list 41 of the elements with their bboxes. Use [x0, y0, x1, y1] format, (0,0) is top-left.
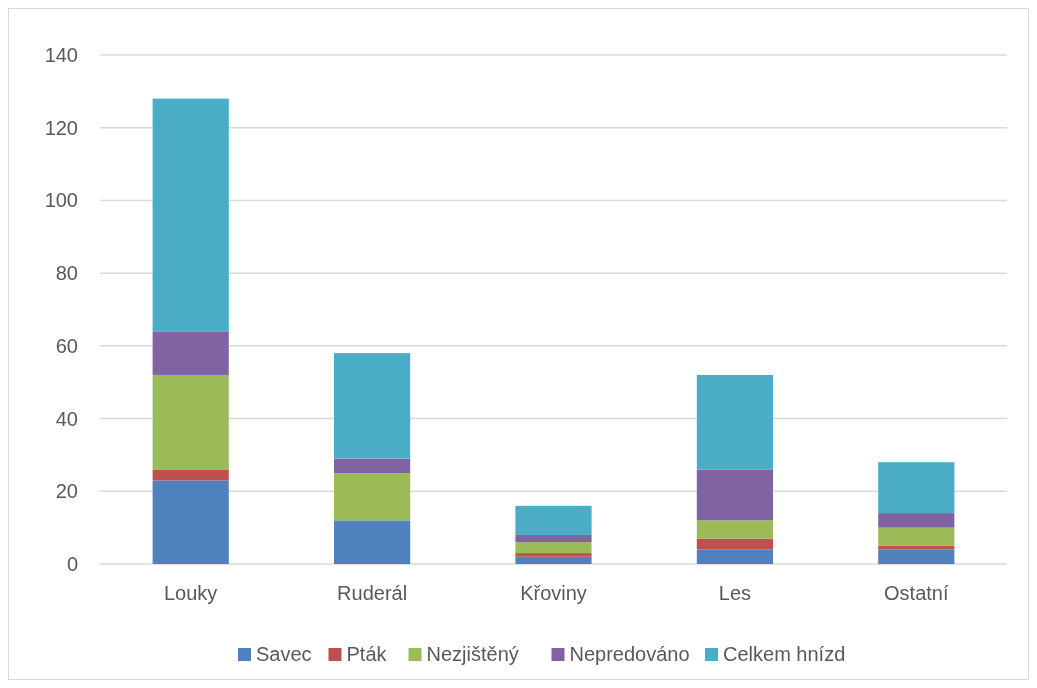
bar — [152, 374, 229, 470]
x-tick-label: Les — [718, 582, 752, 604]
bar — [696, 549, 773, 564]
bar — [696, 374, 773, 470]
x-tick-label: Křoviny — [520, 582, 587, 604]
x-tick-label: Louky — [164, 582, 218, 604]
legend-label: Pták — [346, 643, 388, 665]
y-tick-label: 60 — [55, 334, 78, 357]
bar — [152, 480, 229, 564]
bar — [696, 520, 773, 539]
bar — [334, 353, 411, 459]
x-tick-label: Ruderál — [337, 582, 408, 604]
bar — [878, 549, 955, 564]
bar — [152, 98, 229, 332]
bar — [515, 553, 592, 557]
bar — [515, 556, 592, 564]
bar — [878, 527, 955, 546]
y-tick-label: 140 — [44, 44, 78, 66]
legend-label: Savec — [256, 643, 312, 665]
bar — [696, 469, 773, 521]
bar — [334, 458, 411, 474]
bar — [878, 513, 955, 528]
y-tick-label: 40 — [55, 407, 78, 430]
bar — [152, 331, 229, 375]
x-tick-label: Ostatní — [884, 582, 949, 604]
y-tick-label: 80 — [55, 262, 78, 285]
bar — [334, 520, 411, 564]
bar — [515, 542, 592, 554]
y-tick-label: 20 — [55, 480, 78, 503]
bar — [334, 473, 411, 521]
bar — [696, 538, 773, 550]
legend-label: Nepredováno — [569, 643, 690, 665]
bar — [878, 462, 955, 514]
bar — [515, 505, 592, 535]
y-tick-label: 120 — [44, 116, 78, 139]
bar — [515, 534, 592, 543]
legend-label: Celkem hnízd — [723, 643, 846, 665]
legend-label: Nezjištěný — [426, 643, 519, 665]
bar — [152, 469, 229, 481]
y-tick-label: 0 — [66, 553, 78, 575]
y-tick-label: 100 — [44, 189, 78, 212]
